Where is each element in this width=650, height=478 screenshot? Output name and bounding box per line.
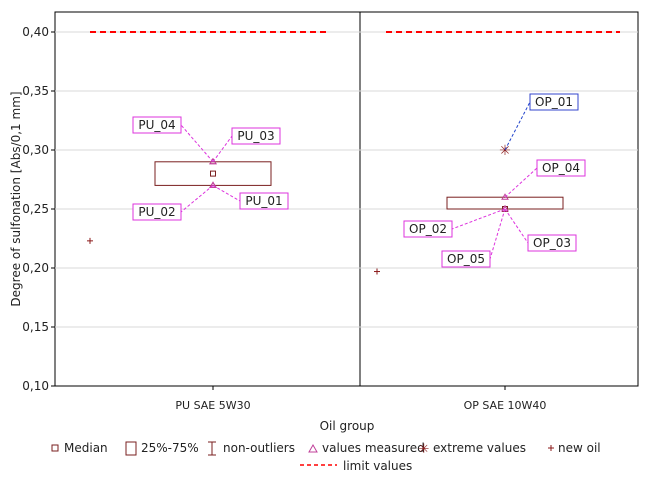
point-label-box (529, 93, 579, 111)
x-axis-ticks: PU SAE 5W30 OP SAE 10W40 (175, 386, 546, 412)
legend-median-label: Median (64, 441, 108, 455)
x-tick-label: PU SAE 5W30 (175, 399, 250, 412)
point-label: OP_01 (535, 95, 573, 109)
legend-new-oil-label: new oil (558, 441, 601, 455)
points: ✳ (87, 143, 511, 275)
point-labels: PU_04 PU_03 PU_02 PU_01 OP_04 OP_02 OP_03 OP_05… (132, 93, 586, 268)
legend-measured-icon (308, 443, 318, 453)
label-leader-line (504, 167, 538, 198)
point-label: PU_02 (138, 205, 175, 219)
extreme-point: ✳ (499, 143, 511, 159)
y-tick-label: 0,35 (22, 84, 49, 98)
legend-extreme-icon: ✳ (419, 442, 430, 457)
measured-point (209, 181, 217, 188)
y-axis-title: Degree of sulfonation [Abs/0,1 mm] (9, 91, 23, 306)
y-tick-label: 0,20 (22, 261, 49, 275)
new-oil-point (374, 268, 380, 275)
label-leader-line (180, 124, 214, 163)
measured-point (209, 157, 217, 165)
point-label-box (132, 203, 182, 221)
point-label-box (527, 234, 577, 252)
point-label: OP_03 (533, 236, 571, 250)
point-label: PU_04 (138, 118, 175, 132)
label-leader-line (451, 208, 506, 230)
y-tick-label: 0,30 (22, 143, 49, 157)
new-oil-point (87, 237, 93, 244)
legend-whisker-label: non-outliers (223, 441, 295, 455)
point-label: PU_03 (237, 129, 274, 143)
point-label-box (536, 159, 586, 177)
plot-area (54, 11, 639, 387)
point-label-box (132, 116, 182, 134)
point-label-box (239, 192, 289, 210)
point-label: OP_05 (447, 252, 485, 266)
point-label: OP_04 (542, 161, 580, 175)
legend-measured-label: values measured (322, 441, 425, 455)
label-leader-line (504, 208, 529, 244)
median-marker (210, 170, 216, 177)
legend-box-label: 25%-75% (141, 441, 199, 455)
legend-whisker-icon (208, 441, 216, 456)
y-tick-label: 0,25 (22, 202, 49, 216)
label-leader-line (212, 135, 233, 163)
point-label-box (231, 127, 281, 145)
label-leader-line (212, 184, 241, 202)
measured-point (501, 193, 509, 200)
point-label: OP_02 (409, 222, 447, 236)
measured-point (501, 205, 509, 212)
label-leader-line (504, 101, 531, 151)
legend-new-oil-icon (548, 445, 554, 451)
label-leader-line (489, 208, 506, 260)
legend-limit-label: limit values (343, 459, 412, 473)
legend-median-icon (51, 444, 59, 452)
y-tick-label: 0,15 (22, 320, 49, 334)
y-axis-ticks: 0,10 0,15 0,20 0,25 0,30 0,35 0,40 (22, 25, 55, 393)
legend: Median 25%-75% non-outliers values measu… (51, 441, 601, 473)
x-tick-label: OP SAE 10W40 (464, 399, 547, 412)
point-label-box (403, 220, 453, 238)
x-axis-title: Oil group (320, 419, 375, 433)
point-label: PU_01 (245, 194, 282, 208)
y-tick-label: 0,10 (22, 379, 49, 393)
y-tick-label: 0,40 (22, 25, 49, 39)
legend-box-icon (125, 441, 137, 456)
point-label-box (441, 250, 491, 268)
label-leader-line (180, 185, 214, 213)
legend-extreme-label: extreme values (433, 441, 526, 455)
